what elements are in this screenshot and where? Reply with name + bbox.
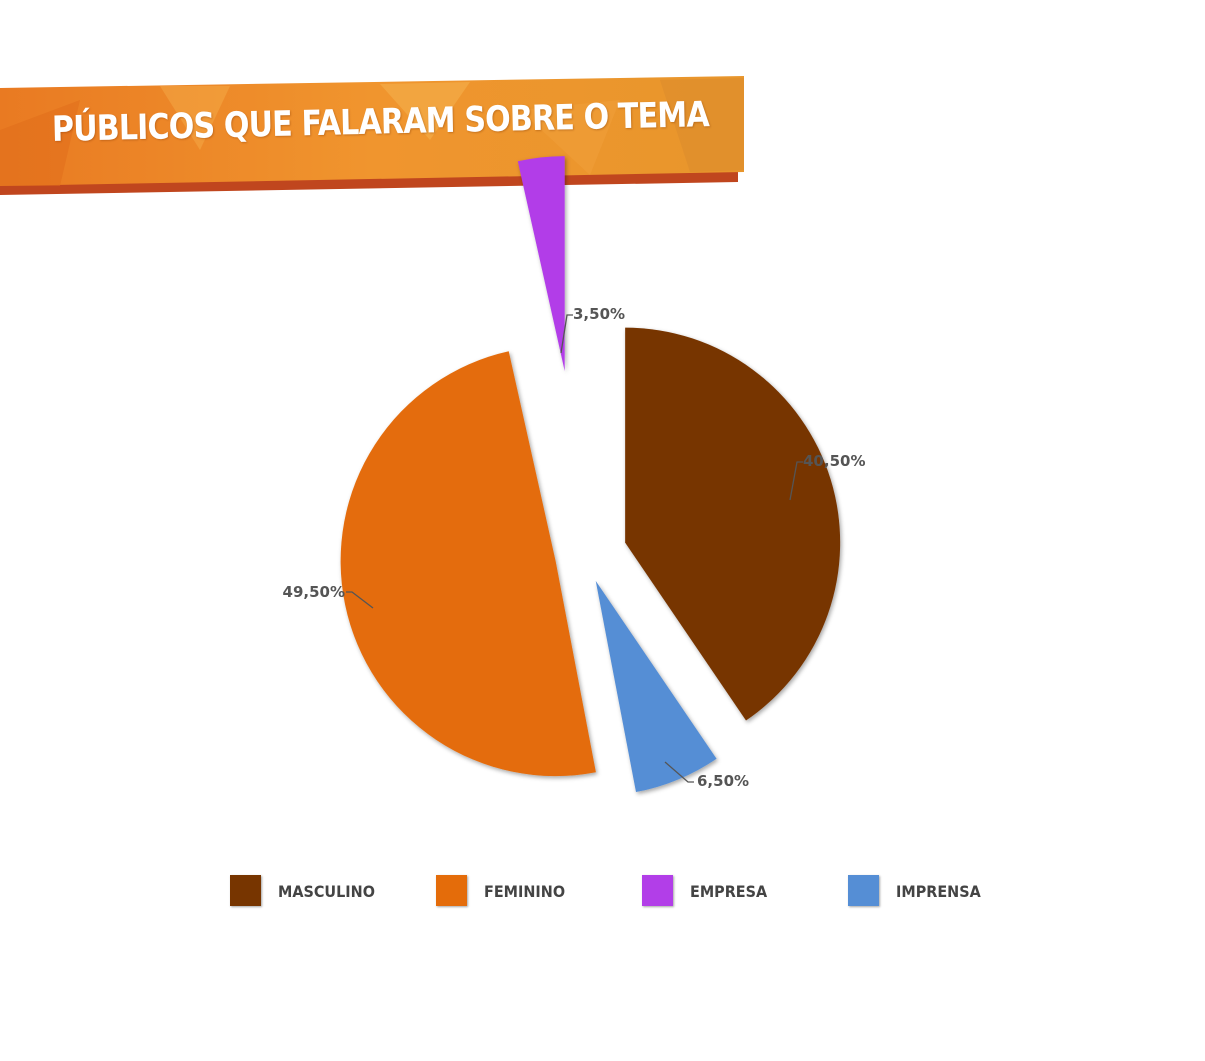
data-label-feminino: 49,50% xyxy=(283,583,345,601)
pie-slice-imprensa xyxy=(595,580,717,793)
data-label-empresa: 3,50% xyxy=(573,305,625,323)
legend-label: IMPRENSA xyxy=(896,882,981,901)
legend-label: EMPRESA xyxy=(690,882,768,901)
pie-labels: 40,50% 6,50% 49,50% 3,50% xyxy=(283,305,866,790)
data-label-masculino: 40,50% xyxy=(803,452,865,470)
leader-line-feminino xyxy=(346,591,374,609)
legend-swatch xyxy=(642,875,673,906)
pie-slice-masculino xyxy=(625,327,841,721)
pie-slices xyxy=(340,156,841,793)
legend-swatch xyxy=(848,875,879,906)
legend: MASCULINO FEMININO EMPRESA IMPRENSA xyxy=(230,875,1050,911)
leader-line-imprensa xyxy=(664,761,694,783)
leader-line-empresa xyxy=(560,314,573,354)
data-label-imprensa: 6,50% xyxy=(697,772,749,790)
legend-label: MASCULINO xyxy=(278,882,375,901)
pie-slice-empresa xyxy=(517,156,565,372)
legend-swatch xyxy=(436,875,467,906)
legend-label: FEMININO xyxy=(484,882,566,901)
pie-slice-feminino xyxy=(340,351,596,777)
legend-swatch xyxy=(230,875,261,906)
label-leader-lines xyxy=(346,314,803,783)
leader-line-masculino xyxy=(789,461,803,501)
